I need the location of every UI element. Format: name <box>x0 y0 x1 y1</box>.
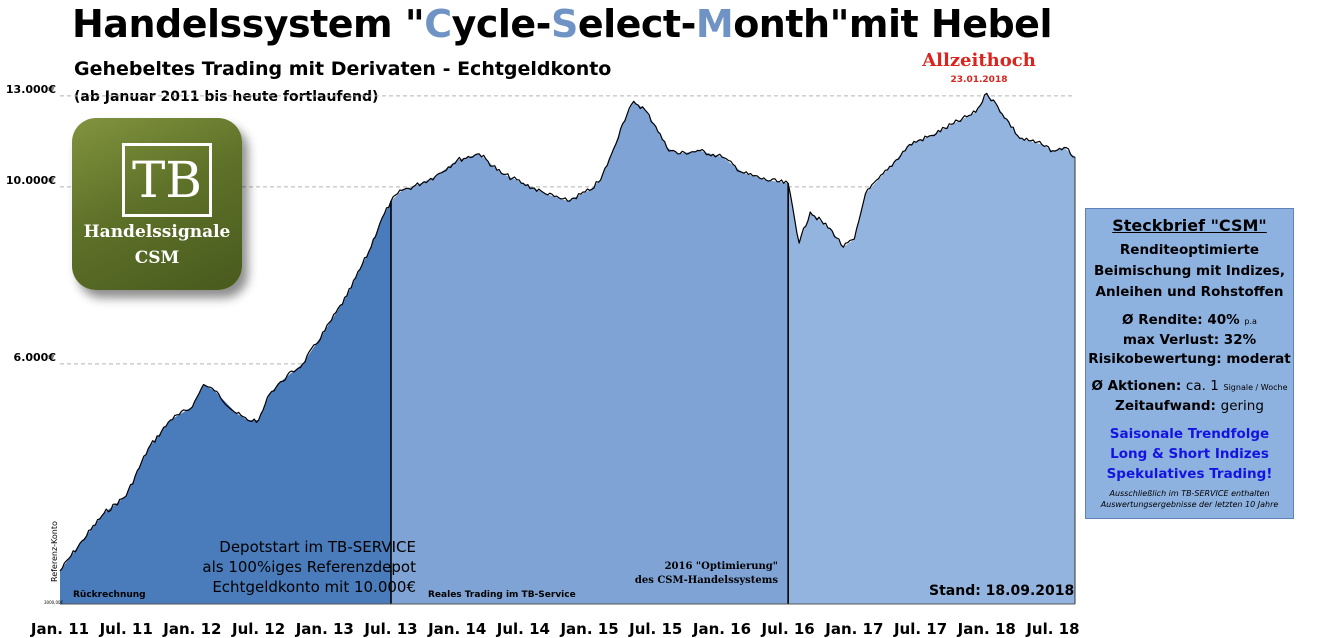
y-axis-base-label: 3000,00€ <box>44 600 64 605</box>
risk-stat: Risikobewertung: moderat <box>1088 351 1291 367</box>
y-tick-label: 10.000€ <box>6 174 56 187</box>
title-accent-letter: C <box>424 2 452 46</box>
y-tick-label: 13.000€ <box>6 83 56 96</box>
actions-value: ca. 1 <box>1185 378 1219 394</box>
x-tick-label: Jan. 18 <box>957 620 1016 638</box>
return-stat: Ø Rendite: 40% p.a <box>1086 311 1293 331</box>
title-text: Handelssystem " <box>72 2 425 46</box>
return-unit: p.a <box>1244 317 1257 326</box>
profile-desc-line: Renditeoptimierte <box>1119 242 1260 258</box>
x-tick-label: Jul. 18 <box>1025 620 1079 638</box>
tb-logo: TB Handelssignale CSM <box>72 118 242 290</box>
profile-desc-line: Anleihen und Rohstoffen <box>1095 284 1284 300</box>
profile-stats: Ø Rendite: 40% p.a max Verlust: 32% Risi… <box>1086 311 1293 369</box>
segment-area <box>391 101 789 605</box>
return-value: Ø Rendite: 40% <box>1122 312 1240 328</box>
depot-start-note: Depotstart im TB-SERVICE als 100%iges Re… <box>150 537 416 597</box>
profile-footnote: Ausschließlich im TB-SERVICE enthalten A… <box>1086 488 1293 510</box>
profile-effort: Ø Aktionen: ca. 1 Signale / Woche Zeitau… <box>1086 377 1293 416</box>
actions-label: Ø Aktionen: <box>1091 378 1182 394</box>
x-tick-label: Jan. 14 <box>427 620 486 638</box>
x-tick-label: Jul. 15 <box>628 620 682 638</box>
depot-line-3: Echtgeldkonto mit 10.000€ <box>212 578 416 596</box>
title-text: elect- <box>577 2 697 46</box>
chart-title: Handelssystem "Cycle-Select-Month"mit He… <box>72 2 1052 46</box>
x-axis-ticks: Jan. 11 Jul. 11 Jan. 12 Jul. 12 Jan. 13 Jul. … <box>30 620 1080 638</box>
profile-highlights: Saisonale Trendfolge Long & Short Indize… <box>1086 424 1293 484</box>
footnote-line: Auswertungsergebnisse der letzten 10 Jah… <box>1100 500 1279 509</box>
optimization-line-1: 2016 "Optimierung" <box>664 561 778 572</box>
profile-description: Renditeoptimierte Beimischung mit Indize… <box>1086 240 1293 303</box>
segment-dividers <box>390 183 789 604</box>
logo-letters: TB <box>122 143 212 217</box>
highlight-line: Long & Short Indizes <box>1110 446 1269 462</box>
x-tick-label: Jan. 12 <box>162 620 221 638</box>
effort-value: gering <box>1220 398 1264 414</box>
y-tick-label: 6.000€ <box>14 351 56 364</box>
depot-line-2: als 100%iges Referenzdepot <box>202 558 416 576</box>
all-time-high-date: 23.01.2018 <box>950 75 1008 85</box>
equity-line <box>59 92 1076 605</box>
actions-stat: Ø Aktionen: ca. 1 Signale / Woche <box>1086 377 1293 397</box>
chart-subtitle: Gehebeltes Trading mit Derivaten - Echtg… <box>74 58 612 80</box>
max-loss-stat: max Verlust: 32% <box>1122 332 1257 348</box>
y-axis-ticks: 6.000€ 10.000€ 13.000€ <box>6 83 56 364</box>
title-accent-letter: S <box>550 2 578 46</box>
effort-label: Zeitaufwand: <box>1115 398 1216 414</box>
logo-sub: CSM <box>134 248 180 268</box>
all-time-high-label: Allzeithoch <box>922 50 1036 71</box>
y-axis-label: Referenz-Konto <box>50 521 59 582</box>
depot-line-1: Depotstart im TB-SERVICE <box>219 538 416 556</box>
segment-area <box>60 201 391 604</box>
equity-areas <box>60 93 1075 605</box>
backtest-label: Rückrechnung <box>73 590 146 600</box>
profile-desc-line: Beimischung mit Indizes, <box>1094 263 1285 279</box>
x-tick-label: Jul. 12 <box>231 620 285 638</box>
system-profile-box: Steckbrief "CSM" Renditeoptimierte Beimi… <box>1085 208 1294 519</box>
highlight-line: Saisonale Trendfolge <box>1109 426 1270 442</box>
x-tick-label: Jul. 13 <box>363 620 417 638</box>
real-trading-label: Reales Trading im TB-Service <box>428 590 576 600</box>
x-tick-label: Jan. 11 <box>30 620 89 638</box>
effort-stat: Zeitaufwand: gering <box>1086 397 1293 416</box>
footnote-line: Ausschließlich im TB-SERVICE enthalten <box>1109 489 1270 498</box>
optimization-line-2: des CSM-Handelssystems <box>634 575 778 586</box>
segment-area <box>788 93 1075 605</box>
x-tick-label: Jul. 16 <box>761 620 815 638</box>
x-tick-label: Jan. 15 <box>559 620 618 638</box>
title-text: ycle- <box>451 2 552 46</box>
x-tick-label: Jan. 13 <box>295 620 354 638</box>
logo-name: Handelssignale <box>83 222 231 242</box>
highlight-line: Spekulatives Trading! <box>1106 466 1273 482</box>
as-of-date: Stand: 18.09.2018 <box>929 583 1075 599</box>
title-text: onth"mit Hebel <box>733 2 1052 46</box>
x-tick-label: Jul. 17 <box>893 620 947 638</box>
period-note: (ab Januar 2011 bis heute fortlaufend) <box>74 89 379 105</box>
x-tick-label: Jul. 11 <box>99 620 153 638</box>
x-tick-label: Jan. 16 <box>692 620 751 638</box>
title-accent-letter: M <box>695 2 734 46</box>
equity-series-line <box>59 92 1076 572</box>
optimization-note: 2016 "Optimierung" des CSM-Handelssystem… <box>600 560 778 588</box>
x-tick-label: Jul. 14 <box>496 620 550 638</box>
profile-title: Steckbrief "CSM" <box>1112 216 1267 235</box>
actions-unit: Signale / Woche <box>1223 383 1288 392</box>
x-tick-label: Jan. 17 <box>824 620 883 638</box>
